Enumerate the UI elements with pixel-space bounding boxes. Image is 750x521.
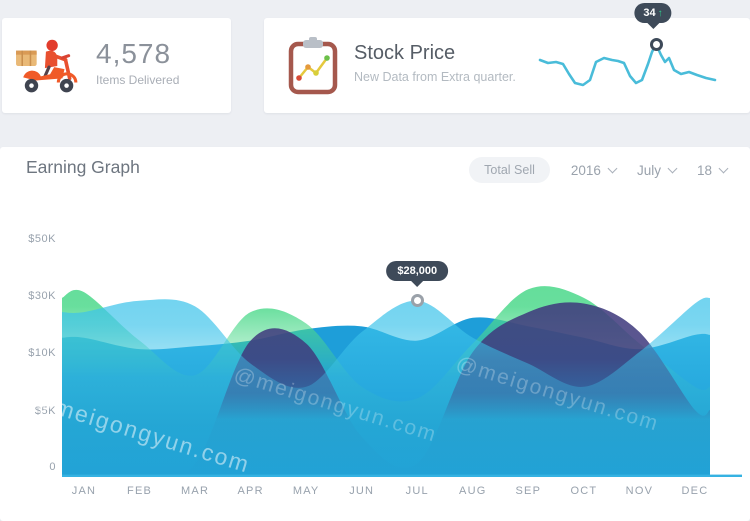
month-label: SEP [516, 485, 542, 497]
month-label: DEC [682, 485, 709, 497]
month-dropdown[interactable]: July [636, 162, 678, 178]
scooter-body [23, 67, 65, 81]
day-dropdown-value: 18 [696, 162, 712, 178]
total-sell-button[interactable]: Total Sell [469, 157, 550, 183]
month-label: APR [238, 485, 264, 497]
stock-price-card: Stock Price New Data from Extra quarter.… [264, 3, 750, 113]
y-tick-label: 0 [49, 461, 56, 473]
chart-filters: Total Sell 2016 July 18 [469, 157, 729, 183]
chart-point-marker [410, 294, 424, 308]
stock-price-subtitle: New Data from Extra quarter. [354, 70, 516, 84]
clipboard-chart-icon [288, 37, 338, 95]
month-label: JAN [72, 485, 96, 497]
stock-sparkline-chart[interactable] [535, 33, 725, 91]
stock-price-title: Stock Price [354, 42, 456, 64]
month-dropdown-value: July [636, 162, 661, 178]
y-tick-label: $10K [28, 347, 56, 359]
y-tick-label: $30K [28, 290, 56, 302]
items-delivered-label: Items Delivered [96, 73, 180, 87]
month-label: AUG [459, 485, 486, 497]
arrow-up-icon: ↑ [657, 8, 663, 19]
earning-area-chart[interactable]: $50K $30K $10K $5K 0 JAN FEB MAR APR MAY JUN JUL AUG… [0, 147, 750, 521]
y-tick-label: $50K [28, 233, 56, 245]
month-label: NOV [626, 485, 653, 497]
sparkline-point-marker [649, 37, 663, 51]
month-label: JUN [349, 485, 374, 497]
year-dropdown-value: 2016 [570, 162, 601, 178]
chart-tooltip-value: $28,000 [397, 264, 438, 277]
earning-graph-card: Earning Graph Total Sell 2016 July 18 $5… [0, 147, 750, 521]
y-tick-label: $5K [35, 405, 56, 417]
stock-badge-tooltip: 34 ↑ [634, 3, 672, 29]
sparkline-line [538, 42, 717, 87]
area-series-light-blue [62, 297, 710, 477]
items-delivered-card: 4,578 Items Delivered [2, 18, 231, 113]
items-delivered-value: 4,578 [96, 38, 172, 69]
delivery-scooter-icon [16, 39, 78, 93]
month-label: OCT [570, 485, 597, 497]
day-dropdown[interactable]: 18 [696, 162, 729, 178]
month-label: JUL [406, 485, 429, 497]
month-label: MAR [181, 485, 209, 497]
rider-helmet [46, 39, 58, 52]
rider-body [44, 50, 58, 69]
year-dropdown[interactable]: 2016 [570, 162, 618, 178]
month-label: MAY [293, 485, 320, 497]
clipboard-clip [303, 40, 323, 48]
chart-tooltip: $28,000 [386, 260, 449, 287]
stock-badge-value: 34 [643, 7, 656, 19]
earning-graph-title: Earning Graph [26, 157, 140, 177]
month-label: FEB [127, 485, 152, 497]
x-axis-line [62, 474, 742, 477]
